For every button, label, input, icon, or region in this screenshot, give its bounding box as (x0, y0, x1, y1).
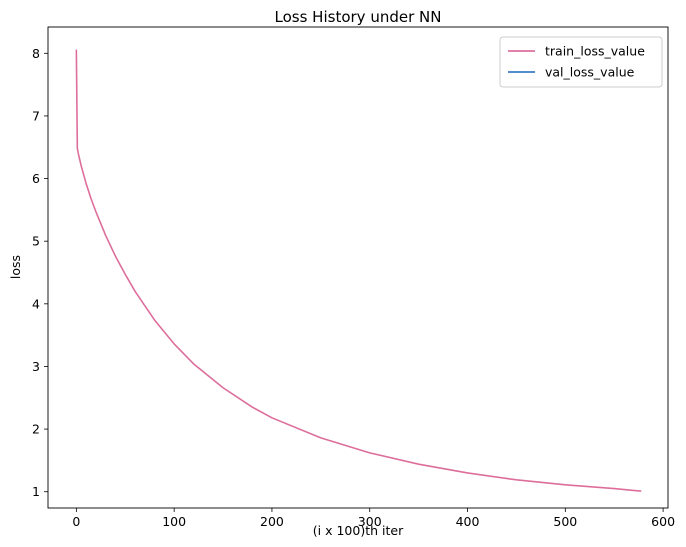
y-axis-label: loss (8, 255, 23, 279)
series-line-train-loss-value (75, 49, 642, 492)
y-tick-label: 5 (32, 234, 40, 249)
y-tick-label: 7 (32, 108, 40, 123)
y-tick-label: 2 (32, 422, 40, 437)
y-tick-label: 8 (32, 46, 40, 61)
x-tick-label: 600 (651, 514, 675, 529)
plot-area (47, 26, 669, 509)
legend-box (499, 36, 663, 88)
y-tick-label: 3 (32, 359, 40, 374)
x-tick-label: 300 (358, 514, 382, 529)
y-ticks: 1 2 3 4 5 6 7 8 (32, 46, 48, 499)
x-tick-label: 0 (72, 514, 80, 529)
legend-label: train_loss_value (545, 44, 645, 59)
x-tick-label: 200 (260, 514, 284, 529)
x-tick-label: 400 (456, 514, 480, 529)
series-lines (75, 49, 642, 492)
y-tick-label: 6 (32, 171, 40, 186)
chart-title: Loss History under NN (275, 8, 442, 26)
legend-label: val_loss_value (545, 65, 635, 80)
legend: train_loss_value val_loss_value (499, 36, 663, 88)
y-tick-label: 1 (32, 484, 40, 499)
x-tick-label: 100 (162, 514, 186, 529)
x-axis-label: (i x 100)th iter (313, 523, 404, 538)
y-tick-label: 4 (32, 296, 40, 311)
x-ticks: 0 100 200 300 400 500 600 (72, 508, 675, 529)
x-tick-label: 500 (553, 514, 577, 529)
